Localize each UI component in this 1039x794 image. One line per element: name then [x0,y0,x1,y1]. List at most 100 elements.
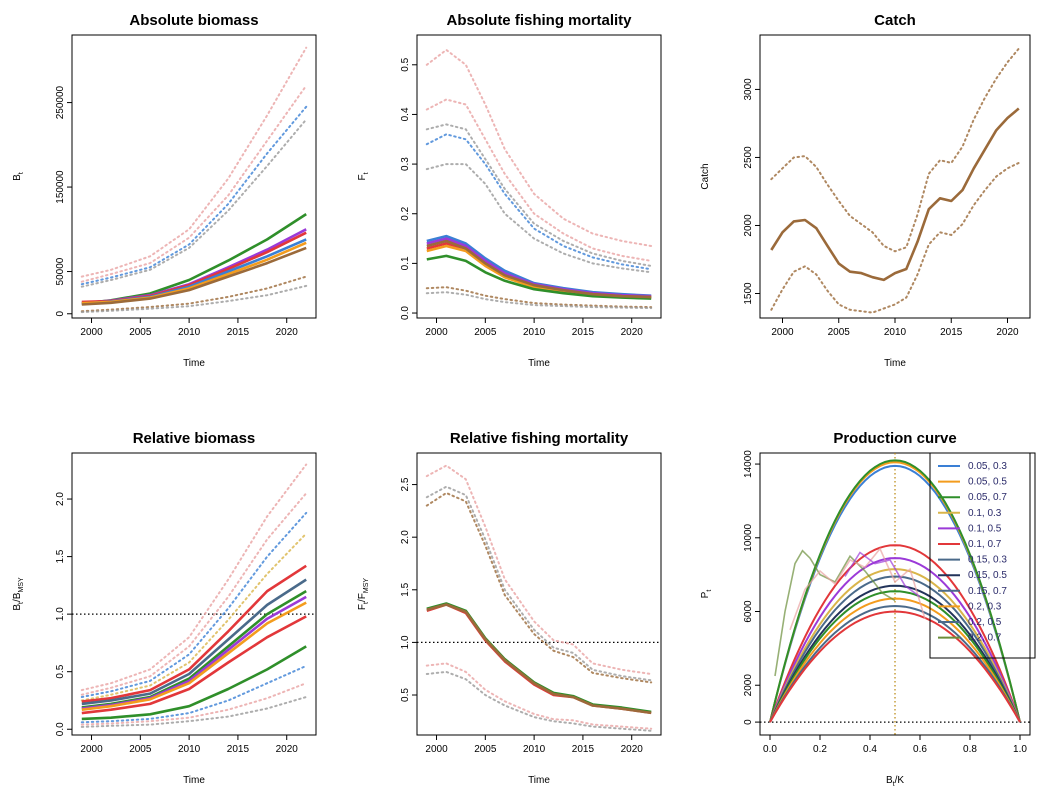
series-line [81,246,307,306]
y-tick-label: 0.5 [55,664,66,678]
x-tick-label: 2005 [129,744,152,755]
chart-panel-catch: Catch 2000 2005 2010 2015 2020 1500 2000 2500 300… [700,12,1031,369]
x-tick-label: 0.0 [763,744,777,755]
plot-frame [71,34,317,319]
y-axis-label-tail-sub: MSY [18,577,25,593]
series-line [426,239,652,299]
series-ci-line [80,511,308,698]
x-axis-label: Time [884,358,906,369]
series-ci-line [80,696,308,728]
x-tick-label: 2005 [474,327,497,338]
y-tick-label: 0.2 [400,206,411,220]
series-line [81,615,307,715]
series-ci-line [80,492,308,696]
series-ci-line [425,291,653,310]
y-tick-label: 1500 [743,282,754,305]
y-tick-label: 2000 [743,214,754,237]
series-ci-line [80,682,308,726]
plot-area [425,48,653,310]
legend-label: 0.05, 0.7 [968,492,1007,503]
y-tick-label: 150000 [55,170,66,204]
chart-panel-abs_biomass: Absolute biomass 2000 2005 2010 2015 2020 0 500… [12,12,317,369]
y-axis-label-main: F [357,604,368,610]
x-tick-label: 1.0 [1013,744,1027,755]
series-ci-line [80,463,308,692]
x-axis-label: Time [528,358,550,369]
y-tick-label: 2.5 [400,477,411,491]
y-tick-label: 1.5 [400,582,411,596]
series-line [770,107,1020,282]
legend-label: 0.1, 0.7 [968,539,1002,550]
production-curve [769,544,1021,723]
y-tick-label: 0.4 [400,107,411,121]
y-axis-label: Bt/BMSY [12,577,25,611]
x-axis-label-main: B [886,775,893,786]
series-ci-line [425,491,653,684]
production-curve [769,590,1021,723]
x-tick-label: 2015 [940,327,963,338]
y-tick-label: 0.1 [400,256,411,270]
series-ci-line [80,664,308,724]
production-curve [769,584,1021,723]
legend-label: 0.15, 0.3 [968,555,1007,566]
x-tick-label: 2010 [178,327,201,338]
x-tick-label: 2000 [771,327,794,338]
y-tick-label: 1.5 [55,549,66,563]
series-ci-line [425,163,653,274]
y-axis-label: Pt [700,590,713,599]
x-tick-label: 2020 [276,744,299,755]
x-tick-label: 2020 [276,327,299,338]
series-line [81,645,307,721]
y-tick-label: 2500 [743,146,754,169]
chart-panel-rel_biomass: Relative biomass 2000 2005 2010 2015 2020 0.0 0… [12,430,317,786]
y-tick-label: 0.5 [400,57,411,71]
series-ci-line [425,98,653,262]
y-axis-label-sub: t [706,590,713,592]
y-axis-label: Ft/FMSY [357,578,370,610]
legend-label: 0.15, 0.7 [968,586,1007,597]
x-tick-label: 2000 [80,327,103,338]
series-line [81,601,307,711]
y-axis-label-tail-sub: MSY [363,578,370,594]
y-axis-label-main: F [357,174,368,180]
x-tick-label: 2010 [523,744,546,755]
series-ci-line [770,161,1020,314]
y-axis-label-main: P [700,591,711,598]
y-tick-label: 0.3 [400,157,411,171]
plot-frame [759,34,1031,319]
series-line [81,213,307,305]
series-ci-line [425,48,653,247]
x-axis-label-tail: /K [895,775,905,786]
chart-panel-production: Production curve 0.0 0.2 0.4 0.6 0.8 1.0 0 2000 6… [700,430,1036,788]
production-trajectory [789,547,926,631]
chart-panel-abs_fmort: Absolute fishing mortality 2000 2005 2010 20… [357,12,662,369]
y-tick-label: 6000 [743,600,754,623]
y-tick-label: 0.5 [400,688,411,702]
x-tick-label: 0.2 [813,744,827,755]
x-tick-label: 0.4 [863,744,877,755]
series-ci-line [425,133,653,271]
series-ci-line [80,84,308,283]
series-ci-line [80,532,308,702]
y-tick-label: 0.0 [55,722,66,736]
legend-label: 0.1, 0.5 [968,523,1002,534]
x-tick-label: 2015 [572,744,595,755]
production-curve [769,557,1021,723]
series-ci-line [425,286,653,309]
series-ci-line [770,47,1020,253]
series-ci-line [425,670,653,732]
y-tick-label: 0.0 [400,306,411,320]
x-tick-label: 2000 [80,744,103,755]
x-tick-label: 2000 [425,327,448,338]
x-axis-label: Bt/K [886,775,904,788]
y-tick-label: 1.0 [400,635,411,649]
chart-title: Absolute biomass [129,12,258,29]
x-tick-label: 2015 [572,327,595,338]
y-axis-label: Catch [700,163,711,189]
x-axis-label-main: Time [528,775,550,786]
y-tick-label: 10000 [743,523,754,551]
y-tick-label: 2.0 [400,530,411,544]
plot-area [770,47,1020,314]
y-tick-label: 2.0 [55,492,66,506]
